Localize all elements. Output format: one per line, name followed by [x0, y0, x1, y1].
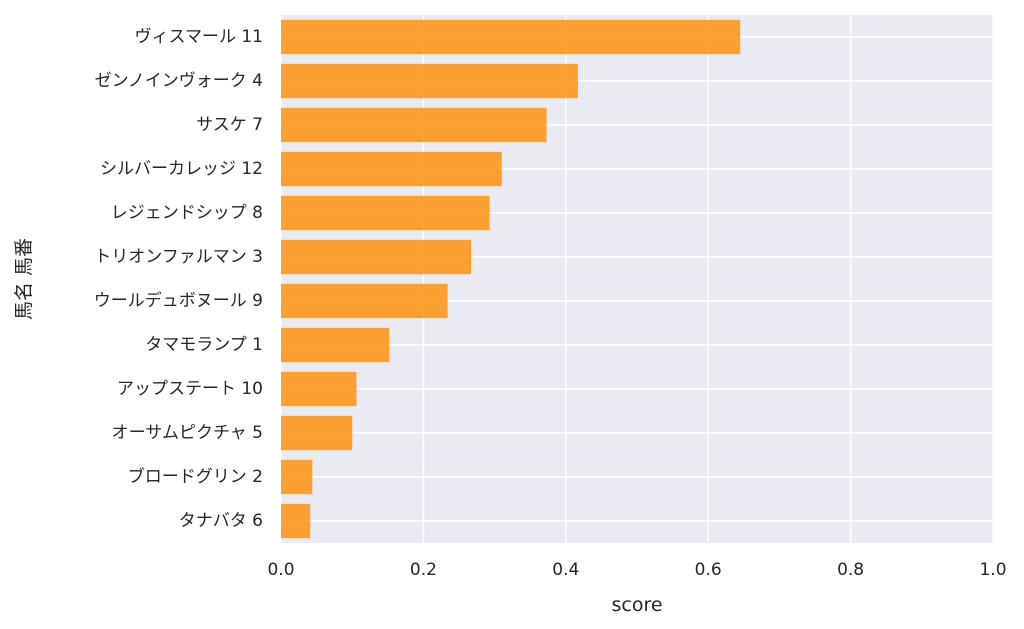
category-label: ゼンノインヴォーク 4 — [95, 71, 263, 91]
category-label: サスケ 7 — [196, 115, 263, 135]
category-label: レジェンドシップ 8 — [111, 203, 263, 223]
plot-background — [281, 15, 993, 543]
category-label: ブロードグリン 2 — [128, 466, 263, 487]
bar — [281, 327, 390, 363]
bar — [281, 19, 741, 55]
x-tick-label: 0.8 — [837, 560, 864, 580]
bar — [281, 151, 502, 187]
x-tick-label: 0.0 — [267, 560, 294, 580]
category-label: トリオンファルマン 3 — [94, 247, 263, 267]
category-label: ヴィスマール 11 — [134, 27, 263, 47]
bar — [281, 283, 448, 319]
bar — [281, 371, 357, 407]
x-tick-label: 0.2 — [410, 560, 437, 580]
x-tick-label: 0.4 — [552, 560, 579, 580]
bars — [281, 19, 741, 539]
y-axis-label: 馬名 馬番 — [13, 238, 35, 320]
bar — [281, 503, 311, 539]
category-label: タマモランプ 1 — [145, 335, 263, 355]
bar — [281, 459, 313, 495]
category-label: タナバタ 6 — [179, 511, 263, 531]
category-label: オーサムピクチャ 5 — [112, 423, 263, 443]
category-labels: ヴィスマール 11 ゼンノインヴォーク 4 サスケ 7 シルバーカレッジ 12 レジェン… — [94, 27, 263, 531]
category-label: アップステート 10 — [117, 379, 263, 399]
bar — [281, 107, 547, 143]
category-label: ウールデュボヌール 9 — [94, 290, 263, 311]
x-axis-label: score — [611, 594, 662, 616]
bar — [281, 195, 490, 231]
bar — [281, 63, 578, 99]
x-tick-label: 0.6 — [695, 560, 722, 580]
bar — [281, 415, 353, 451]
x-tick-label: 1.0 — [979, 560, 1006, 580]
x-tick-labels: 0.0 0.2 0.4 0.6 0.8 1.0 — [267, 560, 1006, 580]
category-label: シルバーカレッジ 12 — [100, 159, 263, 179]
bar — [281, 239, 472, 275]
